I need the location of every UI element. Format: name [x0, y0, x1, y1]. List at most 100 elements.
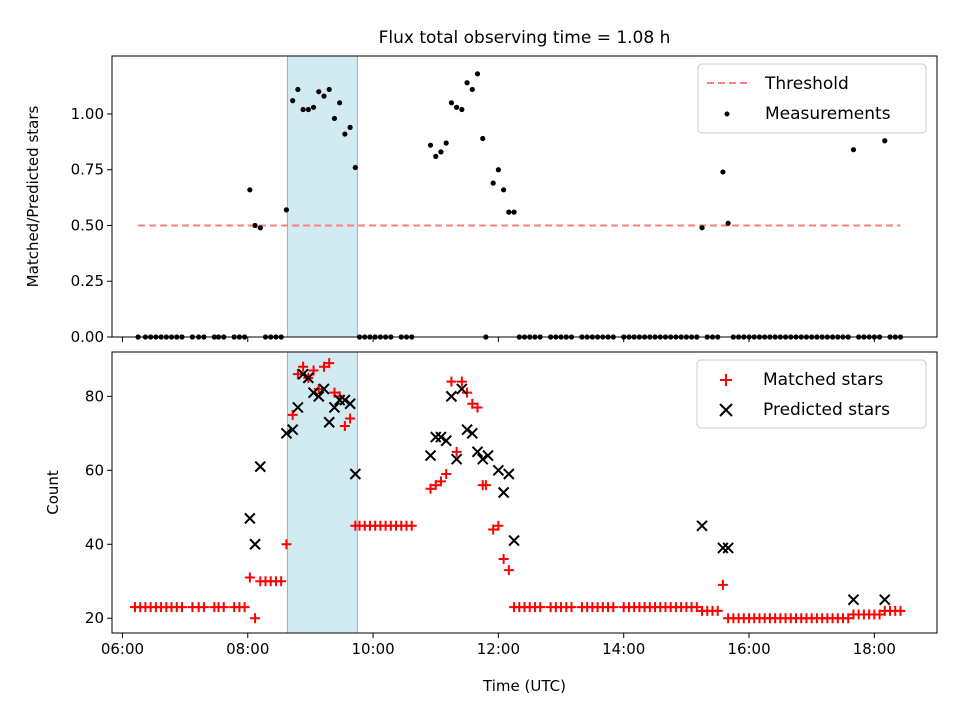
predicted-point: [503, 468, 515, 480]
legend-measurements-label: Measurements: [765, 104, 891, 124]
measurement-point: [321, 93, 327, 99]
predicted-point: [445, 390, 458, 403]
measurement-point: [448, 100, 454, 106]
measurement-point: [283, 207, 289, 213]
matched-point: [244, 572, 255, 583]
measurement-point: [454, 104, 460, 110]
counts-panel-frame: [111, 351, 938, 634]
matched-point: [503, 565, 514, 576]
matched-point: [608, 602, 619, 613]
measurement-point: [427, 142, 434, 148]
measurement-point: [469, 86, 475, 93]
matched-point: [406, 520, 417, 531]
matched-point: [239, 602, 250, 613]
legend-predicted-label: Predicted stars: [763, 400, 890, 420]
measurement-point: [501, 187, 507, 193]
measurement-point: [464, 80, 470, 86]
ratio-y-axis-label: Matched/Predicted stars: [24, 106, 42, 288]
predicted-point: [466, 427, 478, 440]
matched-point: [176, 602, 187, 613]
counts-y-axis-label: Count: [44, 470, 62, 515]
x-tick-label: 10:00: [351, 640, 394, 658]
matched-point: [345, 413, 356, 424]
x-tick-label: 06:00: [101, 640, 144, 658]
ratio-legend-box: [697, 63, 927, 134]
matched-point: [441, 469, 452, 480]
predicted-point: [339, 394, 351, 406]
measurement-point: [337, 100, 343, 106]
predicted-point: [254, 460, 266, 473]
predicted-point: [313, 390, 325, 403]
predicted-point: [440, 435, 452, 447]
ratio-legend: Threshold Measurements: [697, 63, 927, 134]
measurement-point: [480, 135, 486, 142]
predicted-point: [249, 538, 261, 550]
measurement-point: [699, 225, 705, 231]
highlight-band-top: [286, 55, 358, 338]
y-tick-label: 0.25: [71, 272, 104, 290]
matched-point: [874, 609, 885, 620]
predicted-point: [450, 453, 463, 465]
predicted-point: [323, 416, 335, 428]
chart-title: Flux total observing time = 1.08 h: [379, 28, 671, 48]
y-tick-label: 60: [85, 461, 104, 479]
measurement-point: [459, 106, 465, 113]
legend-threshold-label: Threshold: [764, 74, 849, 94]
y-tick-label: 0.75: [71, 161, 104, 179]
measurement-point: [511, 209, 517, 215]
matched-point: [198, 602, 209, 613]
x-tick-label: 14:00: [602, 640, 645, 658]
measurement-point: [331, 115, 338, 122]
matched-point: [691, 602, 702, 613]
predicted-point: [297, 368, 309, 380]
predicted-point: [879, 594, 891, 606]
predicted-point: [482, 449, 494, 462]
predicted-point: [722, 542, 734, 554]
matched-point: [318, 361, 329, 372]
measurement-point: [438, 149, 444, 155]
y-tick-label: 0.00: [71, 328, 104, 346]
matched-point: [298, 361, 309, 372]
matched-point: [425, 483, 436, 494]
predicted-point: [280, 427, 293, 440]
matched-point: [276, 576, 287, 587]
matched-point: [456, 376, 467, 387]
matched-point: [717, 579, 728, 590]
matched-point: [462, 387, 473, 398]
predicted-point: [344, 398, 356, 410]
y-tick-label: 20: [85, 609, 104, 627]
matched-point: [488, 524, 499, 535]
x-tick-label: 18:00: [853, 640, 896, 658]
matched-point: [472, 402, 483, 413]
x-tick-label: 08:00: [226, 640, 269, 658]
predicted-point: [307, 386, 320, 399]
matched-point: [843, 613, 854, 624]
measurement-point: [433, 153, 439, 159]
predicted-point: [847, 594, 860, 606]
legend-measurement-swatch: [724, 111, 730, 117]
measurement-point: [310, 104, 317, 110]
predicted-point: [430, 431, 442, 443]
predicted-point: [696, 520, 708, 532]
ratio-panel-frame: [111, 55, 938, 338]
matched-point: [467, 398, 478, 409]
measurement-point: [295, 86, 301, 93]
predicted-point: [477, 453, 489, 465]
matched-point: [895, 605, 906, 616]
y-tick-label: 40: [85, 535, 104, 553]
matched-point: [493, 520, 504, 531]
measurement-point: [257, 225, 263, 231]
predicted-point: [435, 431, 447, 443]
matched-point: [535, 602, 546, 613]
predicted-point: [471, 446, 484, 458]
ratio-panel: 0.00 0.25 0.50 0.75 1.00 Matched/Predicted s…: [24, 55, 938, 346]
measurement-point: [443, 140, 449, 146]
predicted-point: [492, 464, 505, 477]
predicted-point: [349, 468, 362, 480]
measurement-point: [474, 71, 481, 77]
measurement-point: [326, 86, 332, 93]
predicted-point: [333, 394, 346, 406]
matched-point: [498, 554, 509, 565]
matched-point: [281, 539, 292, 550]
measurement-point: [316, 89, 322, 95]
